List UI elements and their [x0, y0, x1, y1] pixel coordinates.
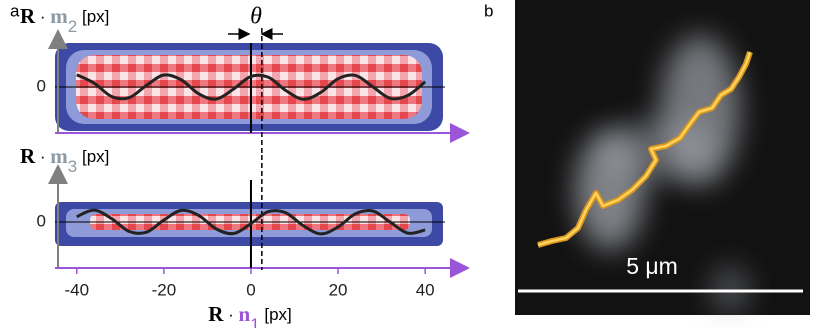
- y-tick-label: 0: [37, 211, 46, 230]
- micrograph: [515, 0, 810, 315]
- panel-label: a: [10, 1, 20, 20]
- axis-label-part: 1: [250, 315, 259, 328]
- panel-label: b: [484, 1, 493, 20]
- axis-label: R · n1 [px]: [208, 302, 292, 328]
- x-tick-label: 40: [416, 280, 435, 299]
- axis-label-part: R: [208, 302, 224, 326]
- axis-label-part: m: [50, 4, 68, 28]
- x-tick-label: -40: [64, 280, 89, 299]
- axis-label: R · m3 [px]: [20, 144, 109, 176]
- axis-label-part: R: [20, 4, 36, 28]
- axis-label-part: ·: [35, 147, 50, 166]
- axis-label-part: [px]: [260, 305, 292, 324]
- y-tick-label: 0: [37, 76, 46, 95]
- axis-label-part: 2: [68, 17, 77, 36]
- x-tick-label: 20: [329, 280, 348, 299]
- fit-curve: [76, 208, 426, 236]
- axis-label-part: m: [50, 144, 68, 168]
- axis-label-part: 3: [68, 157, 77, 176]
- axis-label-part: [px]: [77, 7, 109, 26]
- axis-label-part: ·: [35, 7, 50, 26]
- axis-label-part: n: [239, 302, 251, 326]
- annotation: θ: [250, 4, 262, 30]
- x-tick-label: -20: [152, 280, 177, 299]
- x-tick-label: 0: [246, 280, 255, 299]
- fit-curve: [76, 73, 427, 101]
- axis-label: R · m2 [px]: [20, 4, 109, 36]
- axis-label-part: [px]: [77, 147, 109, 166]
- scale-bar-label: 5 μm: [626, 253, 678, 279]
- axis-label-part: R: [20, 144, 36, 168]
- axis-label-part: ·: [223, 305, 238, 324]
